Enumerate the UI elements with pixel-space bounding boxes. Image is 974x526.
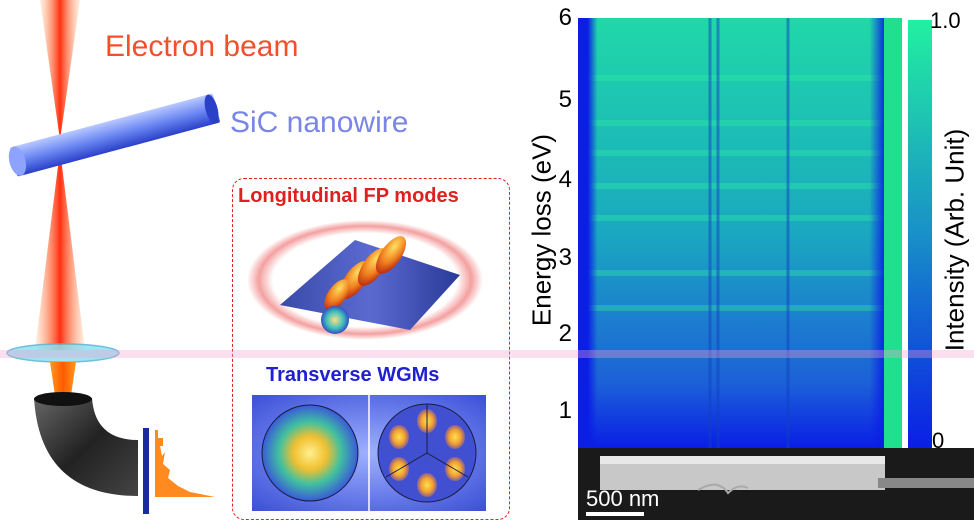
y-tick: 6 bbox=[558, 4, 572, 31]
fp-mode-illustration bbox=[247, 220, 483, 340]
spectrum bbox=[155, 430, 215, 497]
beam-lower bbox=[35, 150, 85, 350]
sem-image bbox=[578, 448, 974, 520]
fp-modes-title: Longitudinal FP modes bbox=[238, 185, 459, 207]
y-tick: 1 bbox=[558, 397, 572, 424]
screen bbox=[143, 428, 149, 514]
colorbar-min: 0 bbox=[932, 428, 945, 453]
y-axis-label: Energy loss (eV) bbox=[526, 133, 557, 327]
eels-map bbox=[578, 18, 902, 448]
beam-upper bbox=[40, 0, 80, 140]
nanowire bbox=[8, 93, 220, 177]
colorbar bbox=[908, 20, 932, 448]
beam-bottom bbox=[50, 362, 76, 402]
y-tick: 3 bbox=[558, 244, 572, 271]
modes-box bbox=[232, 178, 510, 520]
y-tick: 5 bbox=[558, 86, 572, 113]
y-tick: 2 bbox=[558, 320, 572, 347]
label-electron-beam: Electron beam bbox=[105, 30, 299, 63]
colorbar-max: 1.0 bbox=[930, 8, 961, 33]
label-sic-nanowire: SiC nanowire bbox=[230, 106, 409, 139]
spectrometer-tube bbox=[34, 398, 138, 496]
wgm-illustration bbox=[252, 395, 486, 511]
wgm-title: Transverse WGMs bbox=[266, 364, 440, 386]
energy-marker-line bbox=[0, 350, 974, 358]
colorbar-label: Intensity (Arb. Unit) bbox=[939, 128, 970, 352]
schematic-drawing bbox=[6, 0, 220, 514]
scale-bar-label: 500 nm bbox=[586, 486, 660, 511]
y-tick: 4 bbox=[558, 166, 572, 193]
